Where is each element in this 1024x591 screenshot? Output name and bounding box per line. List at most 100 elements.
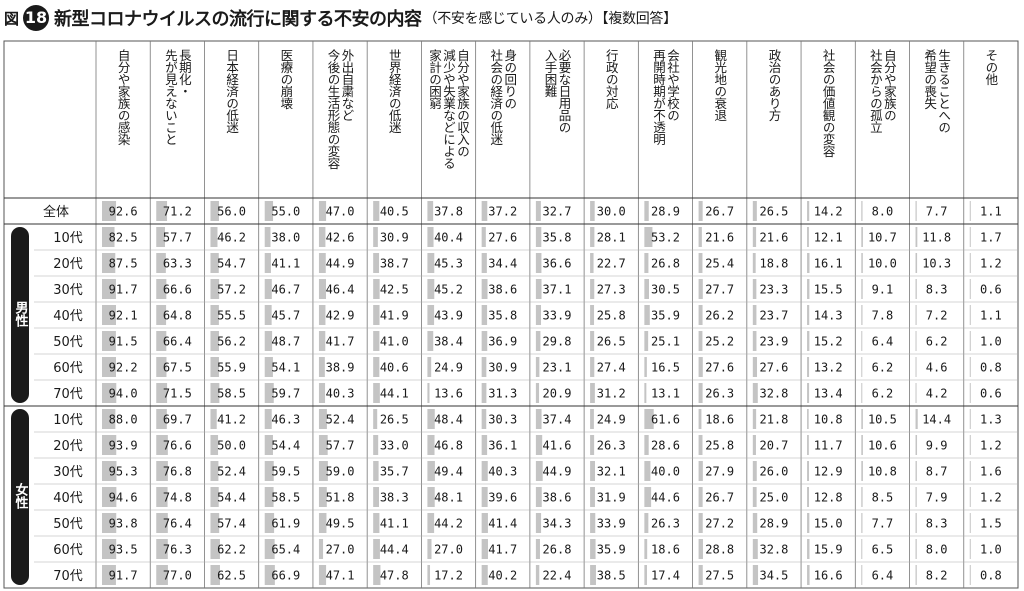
value-label: 26.3	[597, 439, 626, 453]
table-frame	[3, 40, 1019, 589]
value-bar	[535, 305, 542, 325]
value-bar	[427, 227, 434, 247]
value-label: 74.8	[163, 491, 192, 505]
value-bar	[807, 383, 810, 403]
value-bar	[915, 461, 917, 481]
value-label: 76.6	[163, 439, 192, 453]
value-label: 8.5	[872, 491, 894, 505]
value-label: 4.2	[926, 387, 948, 401]
value-bar	[698, 253, 703, 273]
value-label: 35.7	[380, 465, 409, 479]
value-label: 40.6	[380, 361, 409, 375]
value-bar	[318, 383, 326, 403]
value-bar	[102, 487, 117, 507]
value-label: 57.2	[217, 283, 246, 297]
value-bar	[318, 487, 327, 507]
value-bar	[969, 279, 971, 299]
value-label: 8.0	[872, 205, 894, 219]
value-label: 92.6	[109, 205, 138, 219]
value-bar	[644, 487, 652, 507]
value-label: 14.2	[814, 205, 843, 219]
value-bar	[535, 435, 543, 455]
row-label: 60代	[53, 543, 83, 558]
value-bar	[861, 513, 863, 533]
value-bar	[969, 331, 971, 351]
value-label: 6.5	[872, 543, 894, 557]
value-bar	[373, 513, 380, 533]
value-label: 29.8	[543, 335, 572, 349]
value-label: 37.8	[434, 205, 463, 219]
value-bar	[102, 513, 117, 533]
value-label: 11.7	[814, 439, 843, 453]
row-label: 50代	[53, 517, 83, 532]
value-bar	[590, 565, 596, 585]
value-label: 67.5	[163, 361, 192, 375]
value-label: 44.9	[543, 465, 572, 479]
value-bar	[210, 383, 220, 403]
value-bar	[481, 331, 488, 351]
value-label: 27.0	[326, 543, 355, 557]
column-header: 先が見えないこと	[163, 49, 178, 145]
value-label: 0.8	[980, 361, 1002, 375]
value-bar	[373, 565, 381, 585]
value-label: 49.4	[434, 465, 463, 479]
value-bar	[210, 279, 220, 299]
value-bar	[752, 435, 756, 455]
value-bar	[915, 227, 918, 247]
value-bar	[644, 331, 649, 351]
value-bar	[969, 253, 971, 273]
row-label: 40代	[53, 309, 83, 324]
value-bar	[102, 565, 116, 585]
column-header: 政治のあり方	[766, 49, 781, 122]
value-bar	[210, 513, 220, 533]
column-header: 日本経済の低迷	[224, 49, 239, 134]
value-label: 62.5	[217, 569, 246, 583]
value-bar	[264, 305, 272, 325]
value-label: 27.2	[705, 517, 734, 531]
value-bar	[861, 305, 863, 325]
value-bar	[264, 279, 272, 299]
value-bar	[861, 253, 863, 273]
value-label: 23.9	[759, 335, 788, 349]
value-label: 41.0	[380, 335, 409, 349]
value-label: 76.3	[163, 543, 192, 557]
value-label: 44.2	[434, 517, 463, 531]
value-bar	[752, 487, 757, 507]
column-header: 必要な日用品の	[557, 49, 572, 133]
value-bar	[156, 279, 167, 299]
column-header: 医療の崩壊	[278, 49, 293, 110]
value-bar	[427, 435, 435, 455]
value-label: 61.6	[651, 413, 680, 427]
value-label: 66.6	[163, 283, 192, 297]
value-bar	[427, 331, 434, 351]
figure-number-badge: 18	[23, 5, 50, 31]
value-label: 46.7	[271, 283, 300, 297]
value-bar	[969, 539, 971, 559]
value-bar	[644, 409, 654, 429]
value-bar	[807, 409, 809, 429]
value-label: 51.8	[326, 491, 355, 505]
value-label: 95.3	[109, 465, 138, 479]
value-label: 36.9	[488, 335, 517, 349]
value-bar	[373, 305, 380, 325]
value-label: 26.8	[651, 257, 680, 271]
value-bar	[210, 253, 219, 273]
value-label: 44.4	[380, 543, 409, 557]
value-label: 77.0	[163, 569, 192, 583]
value-label: 45.3	[434, 257, 463, 271]
value-label: 52.4	[217, 465, 246, 479]
value-bar	[156, 201, 168, 221]
value-bar	[969, 357, 971, 377]
value-bar	[102, 227, 115, 247]
value-label: 37.2	[488, 205, 517, 219]
value-bar	[102, 409, 116, 429]
value-label: 21.8	[759, 413, 788, 427]
value-label: 9.1	[872, 283, 894, 297]
value-bar	[915, 331, 917, 351]
value-bar	[156, 487, 168, 507]
value-bar	[481, 565, 488, 585]
value-bar	[264, 227, 271, 247]
column-header: 外出自粛など	[340, 49, 355, 121]
value-bar	[102, 331, 116, 351]
value-bar	[427, 253, 435, 273]
